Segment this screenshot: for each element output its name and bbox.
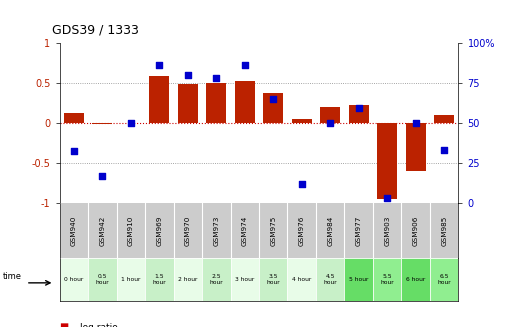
Point: [240, 62, 249, 68]
Text: GSM969: GSM969: [156, 215, 162, 246]
Bar: [430, 258, 458, 301]
Bar: [373, 258, 401, 301]
Bar: [377, 123, 397, 199]
Bar: [406, 123, 426, 171]
Text: GSM975: GSM975: [270, 215, 276, 246]
Text: 1 hour: 1 hour: [121, 277, 140, 282]
Point: [212, 75, 221, 80]
Text: 2.5
hour: 2.5 hour: [209, 274, 223, 285]
Text: 0.5
hour: 0.5 hour: [95, 274, 109, 285]
Text: 5.5
hour: 5.5 hour: [380, 274, 394, 285]
Bar: [292, 119, 312, 123]
Bar: [178, 84, 198, 123]
Text: GSM974: GSM974: [242, 215, 248, 246]
Text: 5 hour: 5 hour: [349, 277, 368, 282]
Text: 3 hour: 3 hour: [235, 277, 254, 282]
Bar: [92, 123, 112, 124]
Text: GSM970: GSM970: [185, 215, 191, 246]
Bar: [434, 114, 454, 123]
Text: GDS39 / 1333: GDS39 / 1333: [52, 24, 138, 37]
Text: GSM906: GSM906: [413, 215, 419, 246]
Text: ■: ■: [60, 322, 69, 327]
Point: [69, 149, 78, 154]
Point: [183, 72, 192, 77]
Point: [411, 120, 420, 125]
Text: 4 hour: 4 hour: [292, 277, 311, 282]
Text: GSM977: GSM977: [356, 215, 362, 246]
Bar: [145, 258, 174, 301]
Point: [383, 195, 392, 200]
Bar: [349, 105, 369, 123]
Bar: [263, 93, 283, 123]
Point: [326, 120, 335, 125]
Point: [269, 96, 278, 101]
Text: GSM984: GSM984: [327, 215, 333, 246]
Bar: [149, 76, 169, 123]
Text: GSM973: GSM973: [213, 215, 219, 246]
Text: 4.5
hour: 4.5 hour: [323, 274, 337, 285]
Point: [155, 62, 164, 68]
Point: [126, 120, 135, 125]
Text: GSM910: GSM910: [128, 215, 134, 246]
Bar: [64, 113, 84, 123]
Text: 6 hour: 6 hour: [406, 277, 425, 282]
Bar: [235, 81, 255, 123]
Text: time: time: [3, 272, 22, 281]
Point: [98, 173, 107, 178]
Text: GSM985: GSM985: [441, 215, 447, 246]
Point: [440, 147, 449, 152]
Text: GSM942: GSM942: [99, 215, 105, 246]
Bar: [202, 258, 231, 301]
Text: GSM903: GSM903: [384, 215, 390, 246]
Point: [354, 106, 363, 111]
Text: log ratio: log ratio: [80, 322, 118, 327]
Bar: [344, 258, 373, 301]
Text: 3.5
hour: 3.5 hour: [266, 274, 280, 285]
Text: 0 hour: 0 hour: [64, 277, 83, 282]
Bar: [316, 258, 344, 301]
Text: 1.5
hour: 1.5 hour: [152, 274, 166, 285]
Text: 2 hour: 2 hour: [178, 277, 197, 282]
Point: [297, 181, 306, 186]
Bar: [174, 258, 202, 301]
Text: 6.5
hour: 6.5 hour: [437, 274, 451, 285]
Bar: [88, 258, 117, 301]
Bar: [401, 258, 430, 301]
Text: GSM940: GSM940: [71, 215, 77, 246]
Bar: [320, 107, 340, 123]
Bar: [117, 258, 145, 301]
Bar: [259, 258, 287, 301]
Bar: [231, 258, 259, 301]
Text: GSM976: GSM976: [299, 215, 305, 246]
Bar: [60, 258, 88, 301]
Bar: [287, 258, 316, 301]
Bar: [206, 82, 226, 123]
